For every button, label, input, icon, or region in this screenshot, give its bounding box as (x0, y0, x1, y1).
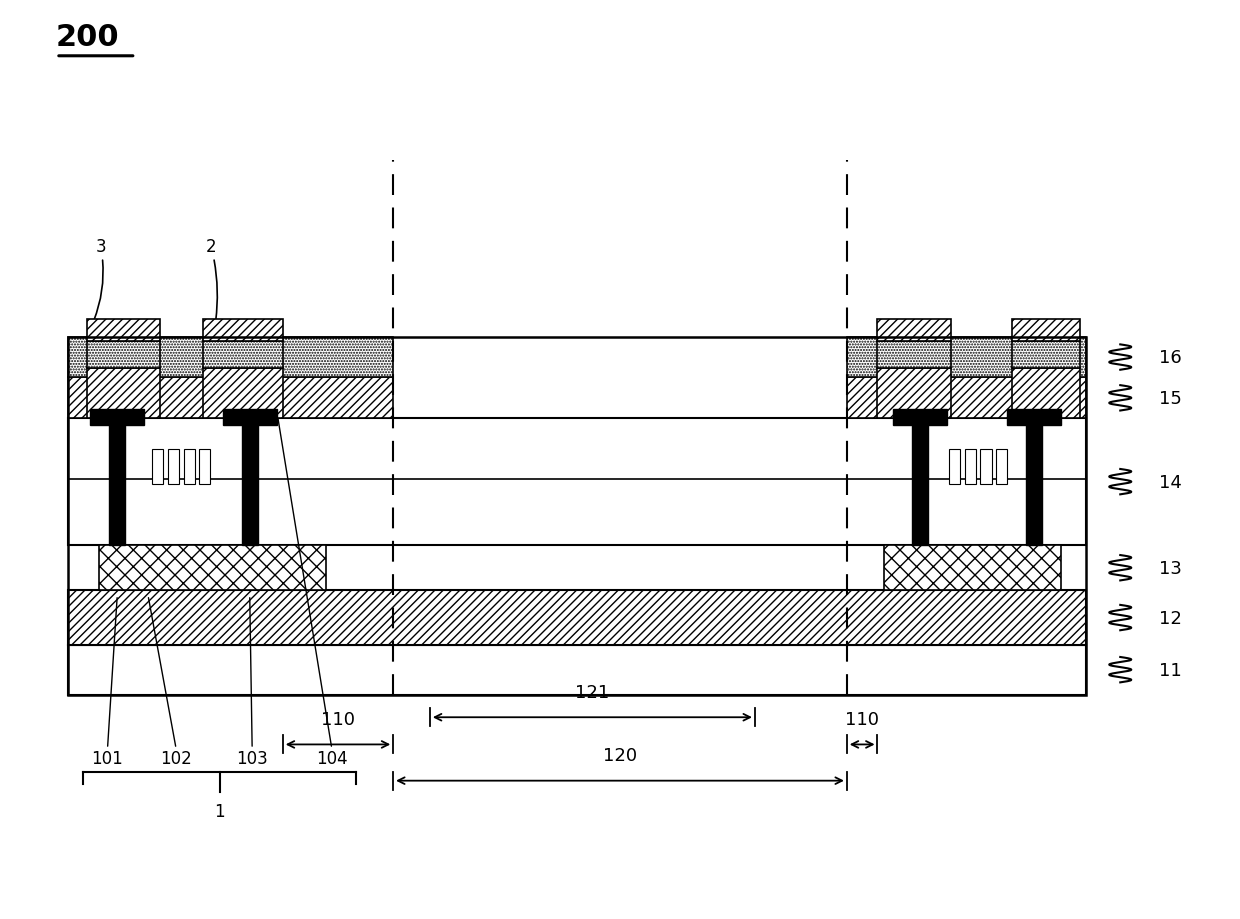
Text: 3: 3 (94, 237, 105, 321)
Text: 110: 110 (321, 710, 355, 729)
Bar (200, 449, 211, 484)
Text: 120: 120 (603, 746, 637, 765)
Bar (949, 449, 960, 484)
Bar (184, 449, 195, 484)
Bar (223, 410, 277, 426)
Bar (68, 378, 393, 419)
Bar (878, 319, 951, 342)
Text: 110: 110 (846, 710, 879, 729)
Text: 16: 16 (1159, 348, 1182, 367)
Bar (68, 419, 1086, 546)
Bar (1012, 319, 1080, 342)
Text: 1: 1 (215, 802, 224, 821)
Bar (87, 342, 160, 369)
Bar (68, 645, 1086, 695)
Text: 103: 103 (237, 749, 268, 767)
Bar (913, 414, 929, 546)
Text: 121: 121 (575, 683, 610, 701)
Bar (151, 449, 162, 484)
Bar (997, 449, 1007, 484)
Bar (884, 546, 1061, 591)
Bar (1012, 369, 1080, 419)
Bar (91, 410, 144, 426)
Bar (894, 410, 947, 426)
Bar (203, 319, 283, 342)
Bar (847, 378, 1086, 419)
Bar (1007, 410, 1061, 426)
Bar (203, 369, 283, 419)
Bar (965, 449, 976, 484)
Text: 13: 13 (1159, 559, 1183, 577)
Bar (1012, 342, 1080, 369)
Text: 15: 15 (1159, 390, 1183, 407)
Bar (68, 337, 393, 378)
Bar (109, 414, 125, 546)
Bar (878, 342, 951, 369)
Text: 101: 101 (92, 749, 123, 767)
Text: 2: 2 (206, 237, 217, 321)
Bar (981, 449, 992, 484)
Text: 11: 11 (1159, 661, 1182, 679)
Bar (242, 414, 258, 546)
Bar (87, 369, 160, 419)
Bar (847, 337, 1086, 378)
Bar (167, 449, 179, 484)
Text: 200: 200 (56, 23, 119, 52)
Bar (1027, 414, 1043, 546)
Bar (99, 546, 326, 591)
Text: 14: 14 (1159, 473, 1183, 491)
Bar (87, 319, 160, 342)
Text: 102: 102 (160, 749, 192, 767)
Bar (203, 342, 283, 369)
Text: 104: 104 (316, 749, 347, 767)
Bar (68, 337, 1086, 695)
Bar (878, 369, 951, 419)
Text: 12: 12 (1159, 609, 1183, 627)
Bar (68, 591, 1086, 645)
